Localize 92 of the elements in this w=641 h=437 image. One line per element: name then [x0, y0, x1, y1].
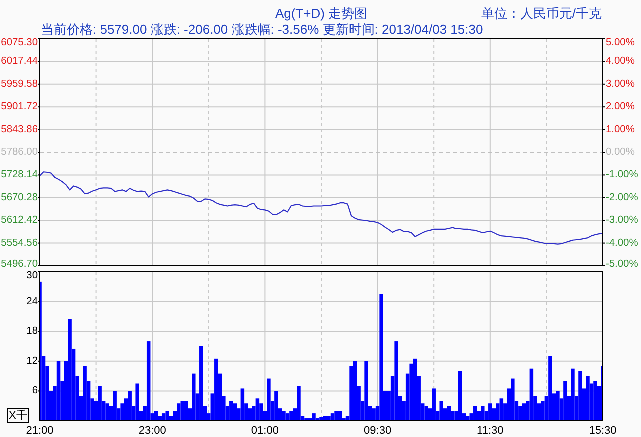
bar — [83, 366, 87, 421]
y2-tick-label: 5.00% — [606, 38, 635, 48]
x-tick-label: 11:30 — [477, 425, 504, 437]
y2-tick-label: 0.00% — [606, 147, 635, 158]
y-tick-label: 5554.56 — [1, 238, 38, 249]
bar — [372, 408, 376, 421]
y-tick-label: 6075.30 — [1, 38, 38, 48]
bar — [488, 404, 492, 421]
bar — [320, 417, 324, 421]
y-tick-label: 5901.72 — [1, 102, 38, 113]
bar — [214, 358, 218, 421]
bar — [166, 411, 170, 421]
bar — [200, 346, 204, 421]
bar — [312, 414, 316, 421]
bar — [380, 294, 384, 421]
y2-tick-label: 2.00% — [606, 102, 635, 113]
y-tick-label: 24 — [26, 296, 38, 308]
bar — [447, 406, 451, 421]
x-tick-label: 01:00 — [251, 425, 279, 437]
y-axis-title: X千 — [9, 409, 28, 422]
y-tick-label: 5670.28 — [1, 192, 38, 204]
bar — [290, 411, 294, 421]
bar — [440, 401, 444, 421]
bar — [274, 391, 278, 421]
bar — [297, 386, 301, 421]
bar — [432, 388, 436, 421]
bar — [530, 368, 534, 421]
bar — [394, 342, 398, 421]
y2-tick-label: -2.00% — [606, 192, 638, 204]
bar — [113, 391, 117, 421]
bar — [176, 404, 181, 421]
bar — [184, 401, 188, 421]
bar — [458, 371, 462, 421]
bar — [500, 398, 504, 421]
bar — [327, 416, 331, 421]
bar — [68, 319, 72, 421]
bar — [233, 404, 238, 421]
bar — [267, 378, 271, 421]
bar — [413, 358, 418, 421]
y-tick-label: 5496.70 — [1, 259, 38, 270]
text: 单位：人民币元/千克 — [481, 6, 602, 21]
y-tick-label: 12 — [26, 356, 38, 367]
x-tick-label: 09:30 — [364, 425, 392, 437]
y-tick-label: 5959.58 — [1, 78, 38, 90]
y2-tick-label: -3.00% — [606, 215, 638, 226]
x-tick-label: 21:00 — [26, 425, 54, 437]
bar — [98, 386, 102, 421]
y2-tick-label: -4.00% — [606, 238, 638, 249]
bar — [128, 391, 132, 421]
bar — [548, 356, 552, 421]
bar — [564, 381, 568, 421]
chart-title: Ag(T+D) 走势图 — [275, 6, 368, 21]
x-tick-label: 15:30 — [589, 425, 617, 437]
bar — [106, 404, 110, 421]
bar — [424, 406, 428, 421]
x-tick-label: 23:00 — [138, 425, 166, 437]
y-tick-label: 5612.42 — [1, 215, 38, 226]
bar — [466, 416, 470, 421]
bar — [146, 342, 151, 421]
y-tick-label: 5843.86 — [1, 124, 38, 136]
y-tick-label: 6017.44 — [1, 56, 38, 68]
bar — [230, 401, 234, 421]
bar — [192, 374, 196, 421]
bar — [256, 398, 260, 421]
bar — [180, 401, 185, 421]
bar — [522, 404, 526, 421]
bar — [511, 378, 515, 421]
chart-subtitle: 当前价格: 5579.00 涨跌: -206.00 涨跌幅: -3.56% 更新时间: 2013/04/03 15:30 — [41, 22, 484, 37]
y-tick-label: 6 — [32, 386, 38, 397]
bar — [334, 411, 338, 421]
bar — [56, 361, 61, 421]
y2-tick-label: -1.00% — [606, 170, 638, 181]
y2-tick-label: 4.00% — [606, 56, 635, 68]
bar — [474, 406, 478, 421]
bar — [240, 388, 245, 421]
bar — [481, 406, 485, 421]
y-tick-label: 30 — [26, 270, 38, 282]
y2-tick-label: -5.00% — [606, 259, 638, 270]
y-tick-label: 5728.14 — [1, 170, 38, 181]
bar — [282, 411, 286, 421]
bar — [136, 384, 140, 421]
y2-tick-label: 1.00% — [606, 124, 635, 136]
bar — [364, 361, 368, 421]
bar — [571, 368, 575, 421]
bar — [586, 376, 590, 421]
bar — [353, 361, 358, 421]
bar — [594, 381, 598, 421]
y-tick-label: 5786.00 — [1, 147, 38, 158]
y-tick-label: 18 — [26, 326, 38, 338]
bar — [556, 391, 560, 421]
y2-tick-label: 3.00% — [606, 78, 635, 90]
bar — [578, 371, 582, 421]
